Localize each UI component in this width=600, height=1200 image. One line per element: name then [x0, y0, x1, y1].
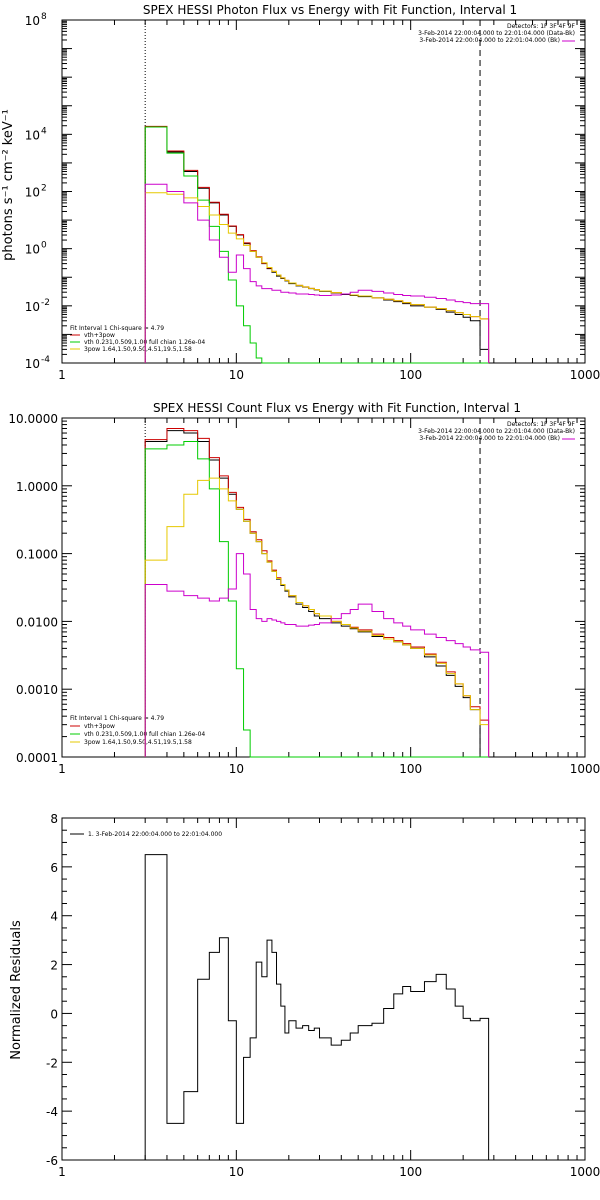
series-3pow	[144, 477, 490, 757]
legend-vth3pow: vth+3pow	[84, 332, 115, 339]
y-tick-label: 6	[50, 861, 58, 875]
photon-flux-ylabel: photons s⁻¹ cm⁻² keV⁻¹	[1, 109, 16, 261]
x-tick-label: 1	[58, 1165, 66, 1179]
x-tick-label: 100	[399, 762, 422, 776]
y-tick-label-exponent: 4	[41, 126, 47, 136]
series-data-bk	[144, 126, 490, 363]
y-tick-label: 4	[50, 910, 58, 924]
residuals-legend: 1. 3-Feb-2014 22:00:04.000 to 22:01:04.0…	[70, 831, 222, 838]
photon-flux-legend-top-right: Detectors: 1F 3F 4F 9F 3-Feb-2014 22:00:…	[418, 23, 575, 44]
y-tick-label: 10	[25, 300, 40, 314]
x-tick-label: 100	[399, 1165, 422, 1179]
legend-bk: 3-Feb-2014 22:00:04.000 to 22:01:04.000 …	[419, 37, 560, 44]
series-vth	[144, 126, 489, 364]
residuals-panel: Normalized Residuals 1. 3-Feb-2014 22:00…	[9, 812, 600, 1179]
legend-data-bk: 3-Feb-2014 22:00:04.000 to 22:01:04.000 …	[418, 30, 575, 37]
y-tick-label: 10	[25, 243, 40, 257]
y-tick-label: 1.0000	[16, 480, 58, 494]
x-tick-label: 100	[399, 368, 422, 382]
y-tick-label: 10	[25, 357, 40, 371]
photon-flux-title: SPEX HESSI Photon Flux vs Energy with Fi…	[143, 3, 517, 17]
y-tick-label: 10	[25, 14, 40, 28]
series-data-bk	[144, 430, 489, 758]
y-tick-label: -2	[46, 1056, 58, 1070]
x-tick-label: 1	[58, 762, 66, 776]
legend-interval: 1. 3-Feb-2014 22:00:04.000 to 22:01:04.0…	[88, 831, 222, 838]
photon-flux-legend-bottom-left: Fit Interval 1 Chi-square = 4.79 vth+3po…	[70, 325, 205, 353]
legend-vth3pow: vth+3pow	[84, 723, 115, 730]
plot-frame	[61, 817, 586, 1161]
series-bk	[144, 553, 490, 757]
y-tick-label: 10	[25, 128, 40, 142]
legend-bk: 3-Feb-2014 22:00:04.000 to 22:01:04.000 …	[419, 435, 560, 442]
y-tick-label: 0.0001	[16, 751, 58, 765]
series-bk	[144, 183, 490, 363]
y-tick-label: 10	[25, 186, 40, 200]
x-tick-label: 10	[229, 1165, 244, 1179]
series-3pow	[144, 192, 490, 363]
y-tick-label-exponent: -2	[41, 298, 50, 308]
y-tick-label-exponent: -4	[41, 355, 50, 365]
y-tick-label: 0	[50, 1007, 58, 1021]
y-tick-label: 8	[50, 812, 58, 826]
y-tick-label-exponent: 2	[41, 184, 47, 194]
legend-fit-interval: Fit Interval 1 Chi-square = 4.79	[70, 715, 164, 722]
y-tick-label: -6	[46, 1154, 58, 1168]
y-tick-label: 2	[50, 959, 58, 973]
count-flux-legend-bottom-left: Fit Interval 1 Chi-square = 4.79 vth+3po…	[70, 715, 205, 746]
legend-data-bk: 3-Feb-2014 22:00:04.000 to 22:01:04.000 …	[418, 428, 575, 435]
series-vth-3pow	[144, 125, 490, 363]
plot-frame	[61, 417, 586, 758]
y-tick-label: 0.1000	[16, 548, 58, 562]
photon-flux-panel: SPEX HESSI Photon Flux vs Energy with Fi…	[1, 3, 600, 382]
x-tick-label: 1000	[570, 1165, 600, 1179]
legend-detectors: Detectors: 1F 3F 4F 9F	[507, 23, 576, 30]
x-tick-label: 1000	[570, 762, 600, 776]
y-tick-label-exponent: 8	[41, 12, 47, 22]
y-tick-label: 10.0000	[8, 412, 58, 426]
residuals-ylabel: Normalized Residuals	[9, 920, 24, 1060]
x-tick-label: 10	[229, 368, 244, 382]
legend-detectors: Detectors: 1F 3F 4F 9F	[507, 421, 576, 428]
y-tick-label-exponent: 0	[41, 241, 47, 251]
legend-3pow: 3pow 1.64,1.50,9.50,4.51,19.5,1.58	[84, 739, 192, 746]
x-tick-label: 1	[58, 368, 66, 382]
y-tick-label: 0.0100	[16, 615, 58, 629]
legend-fit-interval: Fit Interval 1 Chi-square = 4.79	[70, 325, 164, 332]
count-flux-legend-top-right: Detectors: 1F 3F 4F 9F 3-Feb-2014 22:00:…	[418, 421, 575, 442]
legend-3pow: 3pow 1.64,1.50,9.50,4.51,19.5,1.58	[84, 346, 192, 353]
count-flux-panel: SPEX HESSI Count Flux vs Energy with Fit…	[8, 401, 600, 776]
y-tick-label: 0.0010	[16, 683, 58, 697]
count-flux-title: SPEX HESSI Count Flux vs Energy with Fit…	[153, 401, 521, 415]
series-1	[144, 854, 490, 1160]
series-vth	[144, 441, 489, 758]
x-tick-label: 10	[229, 762, 244, 776]
y-tick-label: -4	[46, 1105, 58, 1119]
plot-frame	[61, 19, 586, 364]
series-vth-3pow	[144, 428, 490, 757]
x-tick-label: 1000	[570, 368, 600, 382]
